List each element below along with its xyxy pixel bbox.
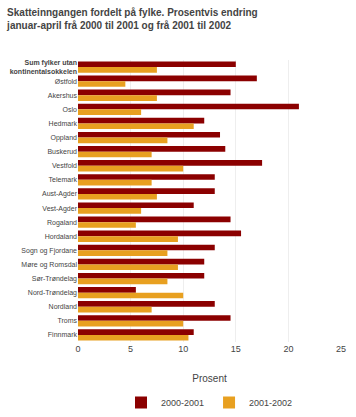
svg-text:Finnmark: Finnmark (48, 331, 78, 338)
svg-text:0: 0 (75, 344, 80, 354)
svg-text:Telemark: Telemark (49, 176, 78, 183)
svg-text:Troms: Troms (57, 317, 77, 324)
svg-text:25: 25 (336, 344, 346, 354)
svg-text:2001-2002: 2001-2002 (249, 398, 292, 408)
svg-text:2000-2001: 2000-2001 (161, 398, 204, 408)
svg-text:Hordaland: Hordaland (45, 233, 77, 240)
svg-text:Sum fylker utankontinentalsokk: Sum fylker utankontinentalsokkelen (10, 59, 77, 75)
svg-text:Sør-Trøndelag: Sør-Trøndelag (32, 275, 77, 283)
svg-text:Skatteinngangen fordelt på fyl: Skatteinngangen fordelt på fylke. Prosen… (6, 7, 258, 31)
svg-text:Oppland: Oppland (51, 134, 78, 142)
svg-text:Buskerud: Buskerud (47, 148, 77, 155)
svg-text:5: 5 (128, 344, 133, 354)
svg-text:Vestfold: Vestfold (52, 162, 77, 169)
svg-text:Møre og Romsdal: Møre og Romsdal (21, 261, 77, 269)
svg-text:Akershus: Akershus (48, 92, 78, 99)
svg-text:15: 15 (231, 344, 241, 354)
svg-text:Østfold: Østfold (55, 78, 77, 85)
svg-text:Prosent: Prosent (192, 373, 227, 384)
svg-text:Oslo: Oslo (63, 106, 78, 113)
svg-text:Vest-Agder: Vest-Agder (42, 205, 77, 213)
svg-text:Nord-Trøndelag: Nord-Trøndelag (28, 289, 77, 297)
svg-text:Nordland: Nordland (49, 303, 78, 310)
svg-text:Aust-Agder: Aust-Agder (42, 190, 78, 198)
svg-text:Rogaland: Rogaland (47, 219, 77, 227)
svg-text:10: 10 (178, 344, 188, 354)
svg-text:Sogn og Fjordane: Sogn og Fjordane (21, 247, 77, 255)
svg-text:Hedmark: Hedmark (49, 120, 78, 127)
svg-text:20: 20 (283, 344, 293, 354)
